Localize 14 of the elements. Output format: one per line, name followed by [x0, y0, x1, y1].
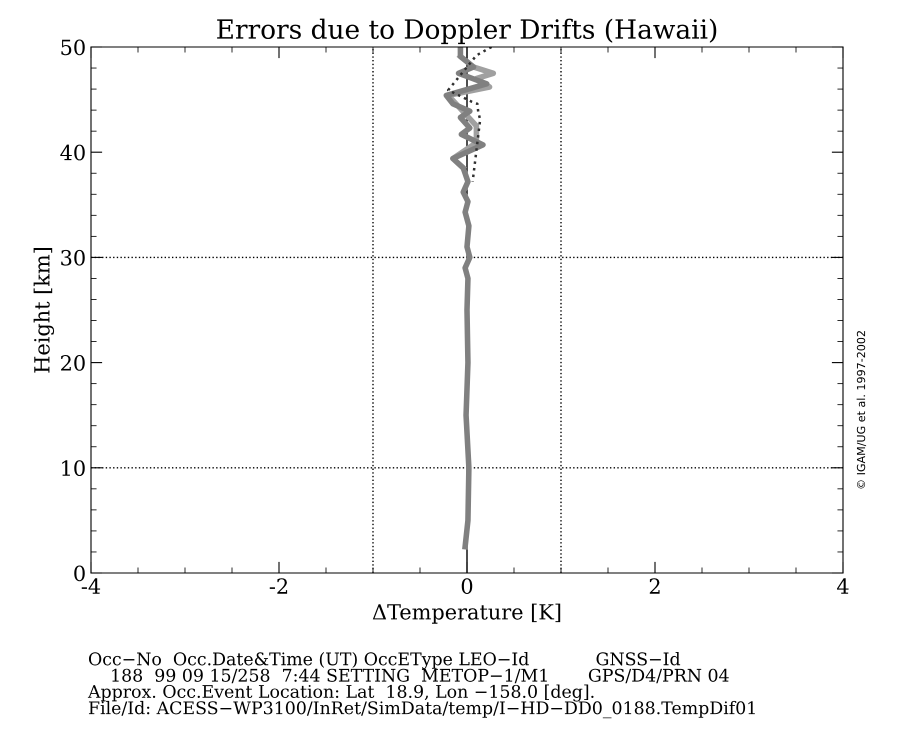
x-tick-label: 0 [462, 578, 472, 594]
x-tick-label: 4 [837, 578, 849, 594]
y-tick-label: 50 [61, 39, 85, 56]
x-tick-label: -2 [270, 578, 288, 594]
text: © IGAM/UG et al. 1997-2002 [856, 331, 866, 488]
y-tick-label: 30 [61, 250, 85, 266]
x-axis-title: ΔTemperature [K] [372, 604, 560, 624]
chart-title: Errors due to Doppler Drifts (Hawaii) [217, 18, 716, 44]
y-tick-label: 40 [60, 144, 85, 160]
y-tick-label: 10 [62, 460, 85, 476]
y-axis-title: Height [km] [34, 248, 54, 373]
x-tick-label: 2 [650, 578, 660, 594]
y-tick-label: 20 [61, 355, 85, 371]
text: Occ−No Occ.Date&Time (UT) OccEType LEO−Id GNSS−Id 188 99 09 15/258 7:44 SETTING METOP−1/M1 GPS/D4/PRN 04 Approx. Occ.Event Location: Lat 18.9, Lon −158.0 [deg]. File/Id: ACESS−WP3100/InRet/SimData/temp/I−HD−DD0_0188.TempDif01 [88, 652, 755, 718]
